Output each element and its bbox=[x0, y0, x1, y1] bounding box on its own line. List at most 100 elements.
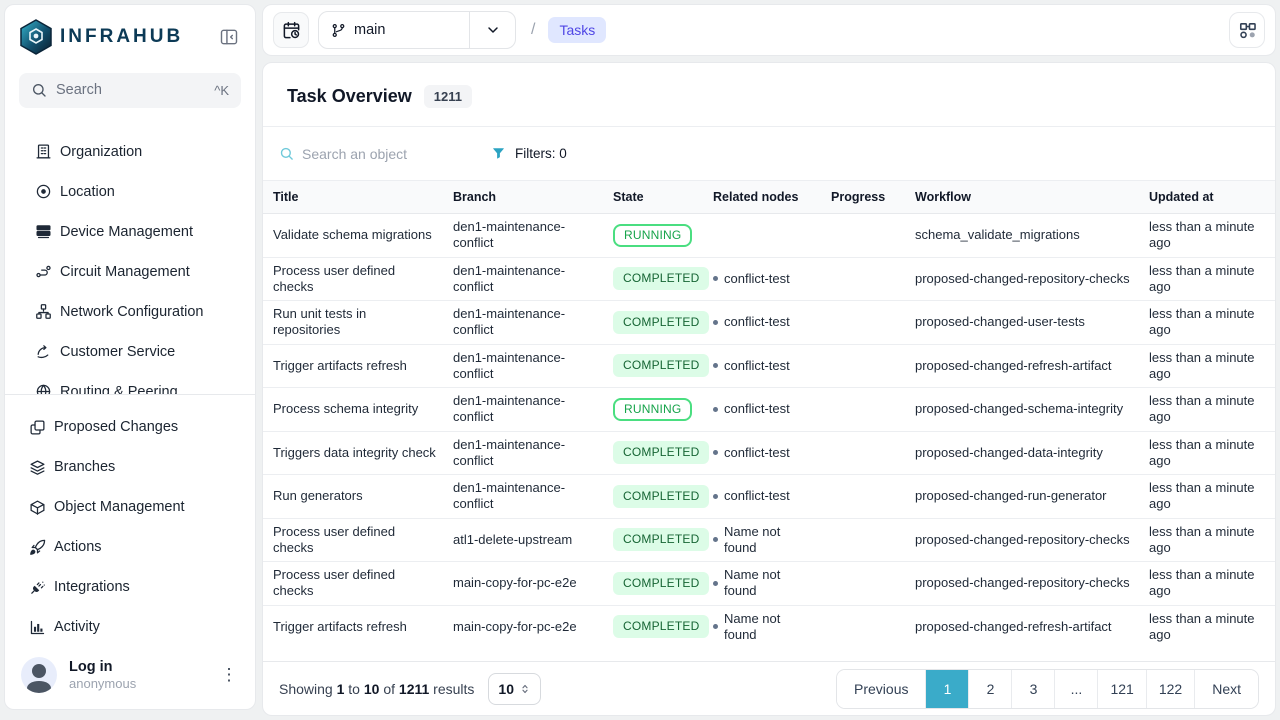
sidebar-item-device-management[interactable]: Device Management bbox=[5, 212, 255, 252]
pagination-122[interactable]: 122 bbox=[1146, 669, 1196, 708]
state-badge: RUNNING bbox=[613, 223, 693, 247]
state-badge: COMPLETED bbox=[613, 615, 710, 639]
sidebar-item-label: Branches bbox=[54, 459, 116, 475]
sidebar-item-proposed-changes[interactable]: Proposed Changes bbox=[5, 407, 255, 447]
page-size-select[interactable]: 10 bbox=[488, 672, 541, 705]
cell-updated-at: less than a minute ago bbox=[1141, 257, 1275, 301]
panel-collapse-icon bbox=[220, 29, 238, 45]
sidebar-search-input[interactable]: Search ^K bbox=[19, 73, 241, 108]
cell-progress bbox=[823, 431, 907, 475]
cell-branch: den1-maintenance-conflict bbox=[445, 344, 605, 388]
task-overview-panel: Task Overview 1211 Search an object Filt… bbox=[262, 62, 1276, 716]
user-meta: Log in anonymous bbox=[69, 659, 207, 691]
cell-related-nodes: conflict-test bbox=[705, 474, 823, 519]
search-icon bbox=[33, 84, 46, 98]
filters-button[interactable]: Filters: 0 bbox=[491, 146, 567, 161]
table-row[interactable]: Process user defined checks atl1-delete-u… bbox=[263, 518, 1275, 562]
user-row[interactable]: Log in anonymous ⋮ bbox=[5, 647, 255, 709]
git-branch-icon bbox=[332, 23, 345, 37]
node-dot-icon bbox=[713, 276, 718, 282]
cell-related-nodes: conflict-test bbox=[705, 344, 823, 388]
pagination: Previous 1 2 3... 121 122 Next bbox=[836, 668, 1259, 709]
sidebar-item-organization[interactable]: Organization bbox=[5, 132, 255, 172]
pagination-1[interactable]: 1 bbox=[926, 669, 970, 708]
pagination-[interactable]: ... bbox=[1055, 669, 1099, 708]
sidebar-item-label: Activity bbox=[54, 619, 100, 635]
cell-title: Process user defined checks bbox=[263, 561, 445, 606]
logo-row: INFRAHUB bbox=[5, 5, 255, 65]
time-travel-button[interactable] bbox=[273, 12, 309, 48]
pagination-previous[interactable]: Previous bbox=[837, 669, 927, 708]
state-badge: RUNNING bbox=[613, 397, 693, 421]
node-dot-icon bbox=[713, 450, 718, 456]
pagination-3[interactable]: 3 bbox=[1012, 669, 1056, 708]
sidebar-menu: Organization Location Device Management Cir… bbox=[5, 132, 255, 395]
routing-icon bbox=[34, 383, 52, 394]
table-row[interactable]: Process user defined checks main-copy-for… bbox=[263, 561, 1275, 606]
page-title: Task Overview bbox=[287, 86, 412, 106]
breadcrumb-tasks[interactable]: Tasks bbox=[548, 17, 607, 43]
column-header-title: Title bbox=[263, 181, 445, 214]
cell-title: Trigger artifacts refresh bbox=[273, 618, 407, 634]
cell-title: Process user defined checks bbox=[263, 257, 445, 301]
table-row[interactable]: Trigger artifacts refresh main-copy-for-p… bbox=[263, 605, 1275, 648]
cell-title: Process schema integrity bbox=[263, 387, 445, 432]
table-row[interactable]: Triggers data integrity check den1-mainte… bbox=[263, 431, 1275, 475]
task-count-badge: 1211 bbox=[423, 85, 472, 108]
main-area: main / Tasks Task Overview 1211 Search a… bbox=[262, 4, 1276, 716]
table-row[interactable]: Validate schema migrations den1-maintenan… bbox=[263, 213, 1275, 258]
user-menu-button[interactable]: ⋮ bbox=[220, 665, 238, 684]
cell-branch: den1-maintenance-conflict bbox=[445, 387, 605, 432]
table-row[interactable]: Trigger artifacts refresh den1-maintenanc… bbox=[263, 344, 1275, 388]
branch-selector[interactable]: main bbox=[318, 11, 516, 49]
related-node-label: conflict-test bbox=[724, 401, 790, 417]
cell-workflow: proposed-changed-repository-checks bbox=[907, 257, 1141, 301]
cell-related-nodes: Name not found bbox=[705, 605, 823, 648]
column-header-updated-at: Updated at bbox=[1141, 181, 1275, 214]
table-row[interactable]: Process user defined checks den1-maintena… bbox=[263, 257, 1275, 301]
sidebar-item-object-management[interactable]: Object Management bbox=[5, 487, 255, 527]
sidebar-item-routing-peering[interactable]: Routing & Peering bbox=[5, 372, 255, 394]
cell-workflow: proposed-changed-data-integrity bbox=[907, 431, 1141, 475]
organization-icon bbox=[34, 143, 52, 161]
cell-related-nodes: conflict-test bbox=[705, 300, 823, 345]
sidebar-collapse-button[interactable] bbox=[217, 25, 241, 49]
actions-icon bbox=[28, 538, 46, 556]
cell-title: Process user defined checks bbox=[263, 518, 445, 562]
cell-related-nodes: conflict-test bbox=[705, 387, 823, 432]
column-header-workflow: Workflow bbox=[907, 181, 1141, 214]
sidebar-item-circuit-management[interactable]: Circuit Management bbox=[5, 252, 255, 292]
node-dot-icon bbox=[713, 537, 718, 543]
pagination-next[interactable]: Next bbox=[1195, 669, 1258, 708]
table-row[interactable]: Run generators den1-maintenance-conflict C… bbox=[263, 474, 1275, 519]
branch-dropdown-toggle[interactable] bbox=[469, 12, 515, 48]
table-row[interactable]: Process schema integrity den1-maintenance… bbox=[263, 387, 1275, 432]
related-node-label: Name not found bbox=[724, 610, 781, 642]
toolbar: Search an object Filters: 0 bbox=[263, 127, 1275, 181]
cell-updated-at: less than a minute ago bbox=[1141, 518, 1275, 562]
network-icon bbox=[34, 303, 52, 321]
sidebar-item-branches[interactable]: Branches bbox=[5, 447, 255, 487]
sidebar-item-actions[interactable]: Actions bbox=[5, 527, 255, 567]
cell-state: COMPLETED bbox=[605, 300, 710, 345]
table-row[interactable]: Run unit tests in repositories den1-maint… bbox=[263, 300, 1275, 345]
cell-branch: atl1-delete-upstream bbox=[445, 518, 605, 562]
pagination-121[interactable]: 121 bbox=[1098, 669, 1147, 708]
sidebar-item-location[interactable]: Location bbox=[5, 172, 255, 212]
schema-button[interactable] bbox=[1229, 12, 1265, 48]
sidebar-item-customer-service[interactable]: Customer Service bbox=[5, 332, 255, 372]
state-badge: COMPLETED bbox=[613, 571, 710, 595]
sidebar-item-network-configuration[interactable]: Network Configuration bbox=[5, 292, 255, 332]
pagination-2[interactable]: 2 bbox=[969, 669, 1013, 708]
related-node: conflict-test bbox=[713, 358, 815, 374]
sidebar-item-activity[interactable]: Activity bbox=[5, 607, 255, 647]
related-node: conflict-test bbox=[713, 314, 815, 330]
node-dot-icon bbox=[713, 319, 718, 325]
sidebar-item-integrations[interactable]: Integrations bbox=[5, 567, 255, 607]
proposed-changes-icon bbox=[28, 418, 46, 436]
sidebar-item-label: Circuit Management bbox=[60, 263, 190, 280]
object-search-input[interactable]: Search an object bbox=[279, 146, 491, 162]
circuit-icon bbox=[34, 263, 52, 281]
cell-updated-at: less than a minute ago bbox=[1141, 387, 1275, 432]
sidebar-item-label: Network Configuration bbox=[60, 303, 204, 320]
